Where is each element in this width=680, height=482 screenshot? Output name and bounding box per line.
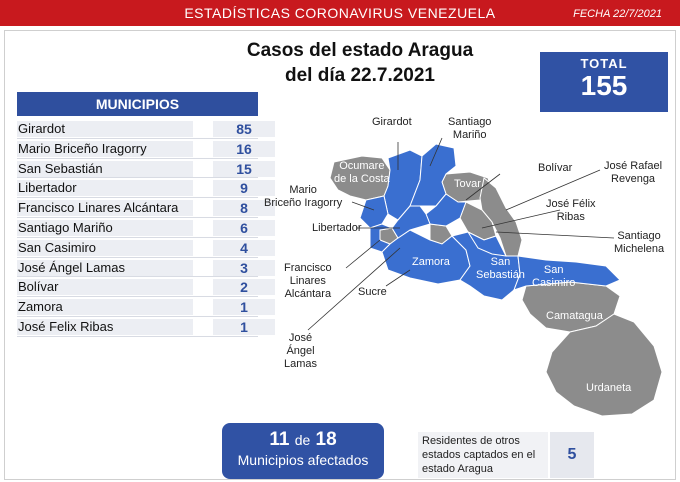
region-san-casimiro — [513, 255, 621, 291]
municipio-count: 8 — [213, 200, 275, 217]
municipio-name: Libertador — [17, 180, 193, 197]
municipio-count: 3 — [213, 259, 275, 276]
municipio-count: 15 — [213, 160, 275, 177]
municipio-name: José Ángel Lamas — [17, 259, 193, 276]
page-title: Casos del estado Aragua del día 22.7.202… — [230, 38, 490, 88]
municipio-name: José Felix Ribas — [17, 318, 193, 335]
label-francisco-linares: Francisco Linares Alcántara — [284, 262, 332, 300]
aragua-map: Girardot Santiago Mariño Ocumare de la C… — [264, 110, 680, 420]
municipio-row: Santiago Mariño 6 — [17, 218, 275, 238]
label-san-sebastian: San Sebastián — [476, 256, 525, 281]
label-ocumare: Ocumare de la Costa — [334, 160, 390, 185]
label-mario-briceno: Mario Briceño Iragorry — [264, 184, 343, 209]
municipio-name: San Casimiro — [17, 239, 193, 256]
municipio-count: 2 — [213, 279, 275, 296]
label-santiago-marino: Santiago Mariño — [448, 116, 492, 141]
municipio-name: Bolívar — [17, 279, 193, 296]
municipio-count: 4 — [213, 239, 275, 256]
banner-title: ESTADÍSTICAS CORONAVIRUS VENEZUELA — [184, 5, 496, 21]
label-jose-felix-ribas: José Félix Ribas — [546, 198, 596, 223]
region-jose-angel-lamas — [391, 205, 431, 239]
affected-label: Municipios afectados — [237, 452, 369, 468]
map-svg — [307, 137, 663, 417]
content-frame — [4, 30, 676, 480]
municipio-count: 85 — [213, 121, 275, 137]
municipio-row: San Casimiro 4 — [17, 238, 275, 258]
residents-label: Residentes de otros estados captados en … — [418, 432, 548, 478]
title-line-2: del día 22.7.2021 — [285, 65, 435, 86]
affected-count: 11 — [269, 429, 290, 450]
label-camatagua: Camatagua — [546, 310, 603, 322]
report-date: FECHA 22/7/2021 — [573, 8, 662, 20]
label-tovar: Tovar — [454, 178, 481, 190]
leader-lines — [307, 137, 615, 331]
affected-of: de — [294, 432, 311, 448]
label-libertador: Libertador — [312, 222, 362, 234]
label-jose-angel-lamas: José Ángel Lamas — [284, 332, 318, 370]
municipio-row: Zamora 1 — [17, 297, 275, 317]
label-girardot: Girardot — [372, 116, 412, 128]
region-mario-briceno-iragorry — [359, 195, 389, 229]
region-urdaneta — [545, 313, 663, 417]
municipios-list: Girardot 85 Mario Briceño Iragorry 16 San Se… — [17, 119, 275, 337]
residents-value: 5 — [550, 432, 594, 478]
municipio-row: Girardot 85 — [17, 119, 275, 139]
label-san-casimiro: San Casimiro — [532, 264, 576, 289]
municipio-name: Santiago Mariño — [17, 219, 193, 236]
municipio-row: San Sebastián 15 — [17, 159, 275, 179]
municipio-row: Mario Briceño Iragorry 16 — [17, 139, 275, 159]
municipio-row: José Ángel Lamas 3 — [17, 258, 275, 278]
municipio-row: José Felix Ribas 1 — [17, 317, 275, 337]
affected-total: 18 — [315, 429, 337, 450]
municipio-count: 6 — [213, 219, 275, 236]
label-santiago-michelena: Santiago Michelena — [614, 230, 665, 255]
label-sucre: Sucre — [358, 286, 387, 298]
affected-municipalities-box: 11 de 18 Municipios afectados — [222, 423, 384, 479]
label-urdaneta: Urdaneta — [586, 382, 632, 394]
region-santiago-michelena — [466, 230, 507, 257]
label-zamora: Zamora — [412, 256, 450, 268]
municipio-count: 1 — [213, 299, 275, 316]
municipio-count: 1 — [213, 318, 275, 335]
affected-count-line: 11 de 18 — [222, 429, 384, 451]
top-banner: ESTADÍSTICAS CORONAVIRUS VENEZUELA FECHA… — [0, 0, 680, 26]
municipio-name: Mario Briceño Iragorry — [17, 140, 193, 157]
municipio-name: San Sebastián — [17, 160, 193, 177]
total-label: TOTAL — [580, 56, 628, 71]
title-line-1: Casos del estado Aragua — [246, 40, 474, 61]
municipio-count: 9 — [213, 180, 275, 197]
municipio-name: Zamora — [17, 299, 193, 316]
municipio-count: 16 — [213, 140, 275, 157]
total-cases-box: TOTAL 155 — [540, 52, 668, 112]
region-santiago-marino — [409, 143, 457, 207]
municipio-row: Libertador 9 — [17, 178, 275, 199]
label-bolivar: Bolívar — [538, 162, 573, 174]
municipio-name: Francisco Linares Alcántara — [17, 200, 193, 217]
municipios-header: MUNICIPIOS — [17, 92, 258, 116]
municipio-row: Bolívar 2 — [17, 277, 275, 298]
municipio-row: Francisco Linares Alcántara 8 — [17, 198, 275, 218]
total-value: 155 — [580, 70, 628, 101]
label-jose-rafael-revenga: José Rafael Revenga — [604, 160, 663, 185]
municipio-name: Girardot — [17, 121, 193, 137]
